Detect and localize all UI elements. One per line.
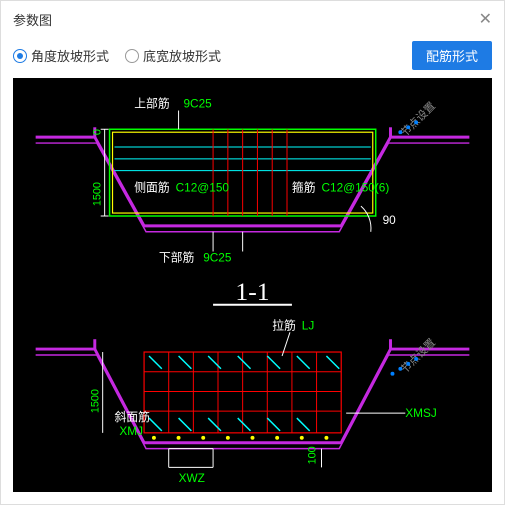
lower-section: 拉筋 LJ 斜面筋 XMJ XMSJ XWZ 100 <box>36 318 470 485</box>
section-title: 1-1 <box>235 277 269 306</box>
rebar-form-button[interactable]: 配筋形式 <box>412 41 492 70</box>
close-icon[interactable]: ✕ <box>479 9 492 29</box>
xmsj-label: XMSJ <box>405 406 437 420</box>
radio-angle-slope[interactable]: 角度放坡形式 <box>13 46 109 65</box>
bottom-rebar-value: 9C25 <box>203 250 232 264</box>
node-settings-label: 节点设置 <box>398 99 438 139</box>
tie-value: LJ <box>302 318 315 332</box>
dim-100: 100 <box>307 446 319 464</box>
side-rebar-label: 侧面筋 <box>134 180 170 194</box>
xwz-label: XWZ <box>179 471 205 485</box>
diagram-svg: 90 1500 0 节点设置 上部筋 9C25 侧面筋 C12@150 箍筋 <box>13 78 492 492</box>
diag-value: XMJ <box>119 424 143 438</box>
stirrup-label: 箍筋 <box>292 180 316 194</box>
stirrup-value: C12@150(6) <box>321 180 389 194</box>
bottom-rebar-label: 下部筋 <box>159 250 195 264</box>
angle-label: 90 <box>383 213 397 227</box>
radio-icon <box>125 49 139 63</box>
upper-section: 90 1500 0 节点设置 上部筋 9C25 侧面筋 C12@150 箍筋 <box>36 97 470 265</box>
dim-1500: 1500 <box>92 182 104 206</box>
dialog-window: 参数图 ✕ 角度放坡形式 底宽放坡形式 配筋形式 <box>0 0 505 505</box>
node-settings-label-lower: 节点设置 <box>398 336 438 376</box>
radio-label: 角度放坡形式 <box>31 46 109 65</box>
diag-label: 斜面筋 <box>115 410 151 424</box>
titlebar: 参数图 ✕ <box>1 1 504 37</box>
dialog-title: 参数图 <box>13 10 52 29</box>
top-rebar-label: 上部筋 <box>134 97 170 111</box>
tie-label: 拉筋 <box>272 318 296 332</box>
dim-0: 0 <box>92 129 104 135</box>
dim-1500-lower: 1500 <box>90 389 102 413</box>
radio-label: 底宽放坡形式 <box>143 46 221 65</box>
top-rebar-value: 9C25 <box>184 97 213 111</box>
toolbar: 角度放坡形式 底宽放坡形式 配筋形式 <box>1 37 504 78</box>
radio-icon <box>13 49 27 63</box>
radio-width-slope[interactable]: 底宽放坡形式 <box>125 46 221 65</box>
side-rebar-value: C12@150 <box>176 180 230 194</box>
slope-mode-radio-group: 角度放坡形式 底宽放坡形式 <box>13 46 221 65</box>
diagram-canvas: 90 1500 0 节点设置 上部筋 9C25 侧面筋 C12@150 箍筋 <box>13 78 492 492</box>
